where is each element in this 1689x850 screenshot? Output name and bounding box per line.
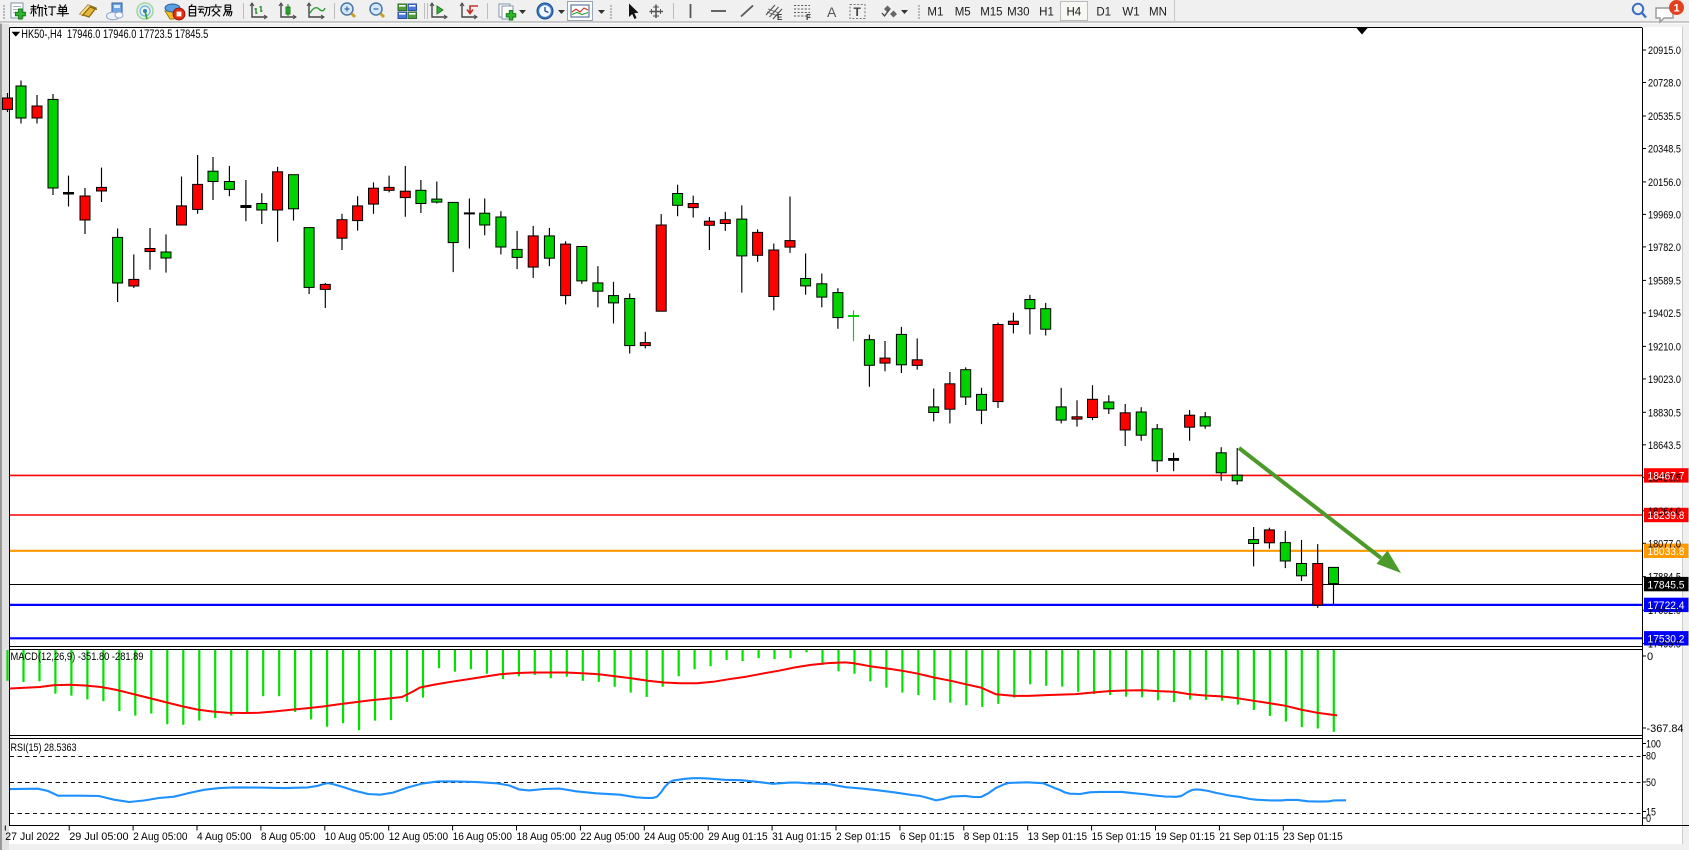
svg-text:20535.5: 20535.5 <box>1648 111 1681 123</box>
svg-text:19969.0: 19969.0 <box>1648 209 1681 221</box>
svg-text:M15: M15 <box>980 7 1002 19</box>
svg-text:20915.0: 20915.0 <box>1648 45 1681 57</box>
svg-text:15: 15 <box>1646 807 1656 819</box>
svg-text:17845.5: 17845.5 <box>1648 579 1685 591</box>
svg-text:17722.4: 17722.4 <box>1648 600 1685 612</box>
svg-text:8 Sep 01:15: 8 Sep 01:15 <box>964 831 1019 843</box>
svg-text:M5: M5 <box>955 7 971 19</box>
svg-text:17499.5: 17499.5 <box>1648 639 1681 651</box>
svg-text:18467.7: 18467.7 <box>1648 471 1685 483</box>
svg-text:19210.0: 19210.0 <box>1648 341 1681 353</box>
svg-text:18239.8: 18239.8 <box>1648 510 1685 522</box>
svg-text:F: F <box>806 13 811 22</box>
svg-text:M1: M1 <box>927 7 943 19</box>
svg-text:M30: M30 <box>1007 7 1029 19</box>
svg-text:T: T <box>854 5 862 19</box>
svg-text:E: E <box>777 13 783 22</box>
svg-text:1: 1 <box>1673 3 1679 15</box>
svg-text:0: 0 <box>1647 651 1653 663</box>
svg-text:10 Aug 05:00: 10 Aug 05:00 <box>325 831 384 843</box>
svg-text:H1: H1 <box>1039 7 1054 19</box>
svg-text:31 Aug 01:15: 31 Aug 01:15 <box>772 831 831 843</box>
svg-text:W1: W1 <box>1122 7 1139 19</box>
svg-text:6 Sep 01:15: 6 Sep 01:15 <box>900 831 955 843</box>
svg-text:18456.5: 18456.5 <box>1648 472 1681 484</box>
svg-text:20728.0: 20728.0 <box>1648 78 1681 90</box>
svg-text:19 Sep 01:15: 19 Sep 01:15 <box>1156 831 1215 843</box>
svg-text:50: 50 <box>1646 777 1656 789</box>
svg-text:18643.5: 18643.5 <box>1648 440 1681 452</box>
svg-text:MN: MN <box>1149 7 1167 19</box>
svg-text:17884.5: 17884.5 <box>1648 572 1681 584</box>
svg-text:19023.0: 19023.0 <box>1648 374 1681 386</box>
svg-text:18033.8: 18033.8 <box>1648 546 1685 558</box>
svg-text:2 Aug 05:00: 2 Aug 05:00 <box>133 831 188 843</box>
svg-text:8 Aug 05:00: 8 Aug 05:00 <box>261 831 316 843</box>
svg-text:29 Aug 01:15: 29 Aug 01:15 <box>708 831 767 843</box>
svg-text:MACD(12,26,9) -351.80 -281.89: MACD(12,26,9) -351.80 -281.89 <box>11 651 144 663</box>
svg-text:17692.0: 17692.0 <box>1648 605 1681 617</box>
svg-text:15 Sep 01:15: 15 Sep 01:15 <box>1092 831 1151 843</box>
svg-text:-367.84: -367.84 <box>1647 723 1684 735</box>
svg-text:18264.0: 18264.0 <box>1648 506 1681 518</box>
svg-text:18830.5: 18830.5 <box>1648 407 1681 419</box>
svg-text:D1: D1 <box>1096 7 1111 19</box>
svg-text:2 Sep 01:15: 2 Sep 01:15 <box>836 831 891 843</box>
svg-text:13 Sep 01:15: 13 Sep 01:15 <box>1028 831 1087 843</box>
svg-text:HK50-,H4 17946.0 17946.0 1772: HK50-,H4 17946.0 17946.0 17723.5 17845.5 <box>21 29 208 41</box>
svg-text:A: A <box>827 4 837 20</box>
svg-text:20156.0: 20156.0 <box>1648 177 1681 189</box>
svg-text:80: 80 <box>1646 751 1656 763</box>
svg-text:H4: H4 <box>1066 7 1081 19</box>
svg-text:0: 0 <box>1646 813 1651 825</box>
svg-text:20348.5: 20348.5 <box>1648 144 1681 156</box>
svg-text:100: 100 <box>1646 739 1661 751</box>
svg-text:18077.0: 18077.0 <box>1648 538 1681 550</box>
svg-text:19402.5: 19402.5 <box>1648 308 1681 320</box>
svg-text:19589.5: 19589.5 <box>1648 275 1681 287</box>
svg-text:4 Aug 05:00: 4 Aug 05:00 <box>197 831 252 843</box>
svg-text:RSI(15) 28.5363: RSI(15) 28.5363 <box>11 742 77 754</box>
svg-text:12 Aug 05:00: 12 Aug 05:00 <box>389 831 448 843</box>
svg-text:18 Aug 05:00: 18 Aug 05:00 <box>517 831 576 843</box>
svg-text:22 Aug 05:00: 22 Aug 05:00 <box>580 831 639 843</box>
svg-text:19782.0: 19782.0 <box>1648 242 1681 254</box>
svg-text:16 Aug 05:00: 16 Aug 05:00 <box>453 831 512 843</box>
svg-text:21 Sep 01:15: 21 Sep 01:15 <box>1219 831 1278 843</box>
svg-text:17530.2: 17530.2 <box>1648 634 1685 646</box>
svg-text:24 Aug 05:00: 24 Aug 05:00 <box>644 831 703 843</box>
svg-text:27 Jul 2022: 27 Jul 2022 <box>5 831 60 843</box>
svg-text:29 Jul 05:00: 29 Jul 05:00 <box>69 831 128 843</box>
svg-text:23 Sep 01:15: 23 Sep 01:15 <box>1283 831 1342 843</box>
